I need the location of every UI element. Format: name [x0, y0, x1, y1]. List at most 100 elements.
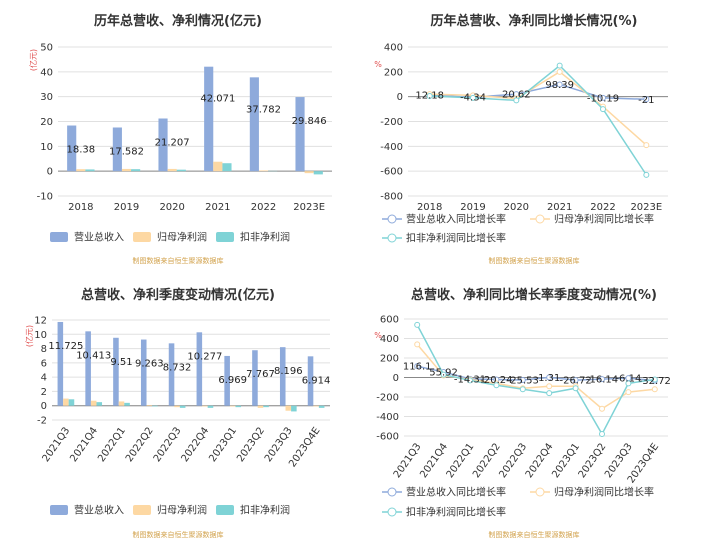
data-point: [493, 382, 500, 389]
y-tick-label: -200: [376, 393, 399, 404]
data-label: 9.51: [110, 357, 132, 368]
data-point: [470, 94, 476, 101]
x-tick-label: 2020: [159, 202, 184, 213]
bar: [112, 127, 122, 172]
data-label: -16.14: [586, 375, 618, 386]
x-tick-label: 2020: [504, 202, 529, 213]
legend-label: 扣非净利润: [240, 504, 290, 517]
data-label: 6.914: [302, 375, 331, 386]
legend-swatch: [216, 505, 234, 515]
bar: [196, 332, 203, 406]
x-tick-label: 2022: [590, 202, 615, 213]
legend-label: 扣非净利润同比增长率: [406, 506, 506, 519]
legend-label: 营业总收入: [74, 231, 124, 244]
chart-title: 历年总营收、净利同比增长情况(%): [430, 14, 638, 29]
data-label: 116.1: [403, 362, 432, 373]
bar: [291, 405, 297, 412]
legend-label: 营业总收入: [74, 504, 124, 517]
y-tick-label: 200: [380, 354, 399, 365]
bar: [90, 400, 97, 406]
x-tick-label: 2023E: [293, 202, 325, 213]
data-point: [513, 97, 520, 104]
data-point: [599, 376, 605, 383]
source-note: 制图数据来自恒生聚源数据库: [488, 531, 580, 539]
legend-marker: [535, 487, 545, 497]
series-line: [429, 70, 647, 146]
y-tick-label: 200: [384, 67, 403, 78]
data-label: 18.38: [67, 145, 96, 156]
bar: [263, 405, 269, 408]
bar: [85, 331, 91, 406]
unit-label: (亿元): [24, 325, 34, 347]
legend-label: 扣非净利润: [240, 231, 290, 244]
data-label: 6.969: [218, 375, 247, 386]
bar: [313, 405, 319, 407]
data-point: [625, 380, 632, 387]
data-label: 98.39: [545, 80, 574, 91]
bar: [146, 405, 153, 406]
bar: [279, 347, 286, 406]
legend-label: 归母净利润: [157, 504, 207, 517]
panel-annual-growth: 历年总营收、净利同比增长情况(%) -800 -600 -400 -200 0 200 40…: [356, 0, 712, 274]
y-tick-label: 40: [40, 67, 53, 78]
data-point: [599, 431, 605, 438]
data-point: [600, 94, 606, 101]
bar: [258, 170, 269, 172]
x-tick-label: 2021: [205, 202, 230, 213]
legend-label: 归母净利润同比增长率: [554, 486, 654, 499]
y-tick-label: -10: [37, 192, 53, 203]
y-tick-label: 2: [41, 387, 47, 398]
bar: [295, 97, 305, 172]
bar: [252, 350, 258, 406]
legend-swatch: [133, 505, 151, 515]
bar: [224, 355, 230, 406]
data-label: 8.732: [163, 362, 192, 373]
bar: [204, 66, 214, 172]
data-point: [414, 363, 421, 370]
bar: [140, 339, 147, 406]
legend-marker: [387, 507, 397, 517]
data-point: [651, 376, 658, 383]
y-tick-label: 0: [397, 92, 403, 103]
data-label: 12.18: [415, 91, 444, 102]
bar: [176, 169, 186, 172]
data-label: 7.767: [246, 369, 275, 380]
series-line: [417, 365, 655, 382]
y-tick-label: 12: [34, 316, 47, 327]
data-point: [440, 371, 447, 378]
y-tick-label: -2: [37, 416, 47, 427]
legend-label: 归母净利润同比增长率: [554, 213, 654, 226]
data-point: [599, 405, 605, 412]
y-tick-label: -400: [376, 412, 399, 423]
x-tick-label: 2018: [68, 202, 93, 213]
data-label: 10.413: [76, 350, 111, 361]
data-point: [546, 374, 553, 381]
data-point: [556, 81, 563, 88]
y-tick-label: 10: [34, 330, 47, 341]
data-label: -14.31: [454, 374, 486, 385]
data-point: [625, 389, 632, 396]
chart-title: 总营收、净利同比增长率季度变动情况(%): [411, 288, 657, 303]
y-tick-label: 8: [41, 344, 47, 355]
bar: [222, 163, 232, 172]
bar: [207, 405, 214, 408]
bar: [68, 399, 75, 406]
data-label: 20.62: [502, 90, 531, 101]
x-tick-label: 2021: [547, 202, 572, 213]
legend-swatch: [216, 232, 234, 242]
data-label: 11.725: [48, 341, 83, 352]
legend-marker: [387, 487, 397, 497]
chart-title: 历年总营收、净利情况(亿元): [94, 14, 262, 29]
bar: [313, 171, 323, 175]
data-label: 55.92: [429, 368, 458, 379]
bar: [167, 168, 177, 172]
unit-label: (亿元): [28, 49, 38, 71]
y-tick-label: 0: [47, 167, 53, 178]
bar: [235, 405, 242, 408]
data-point: [643, 96, 650, 103]
y-tick-label: -400: [380, 142, 403, 153]
bar: [124, 402, 130, 406]
data-point: [643, 142, 650, 149]
data-point: [467, 377, 473, 384]
